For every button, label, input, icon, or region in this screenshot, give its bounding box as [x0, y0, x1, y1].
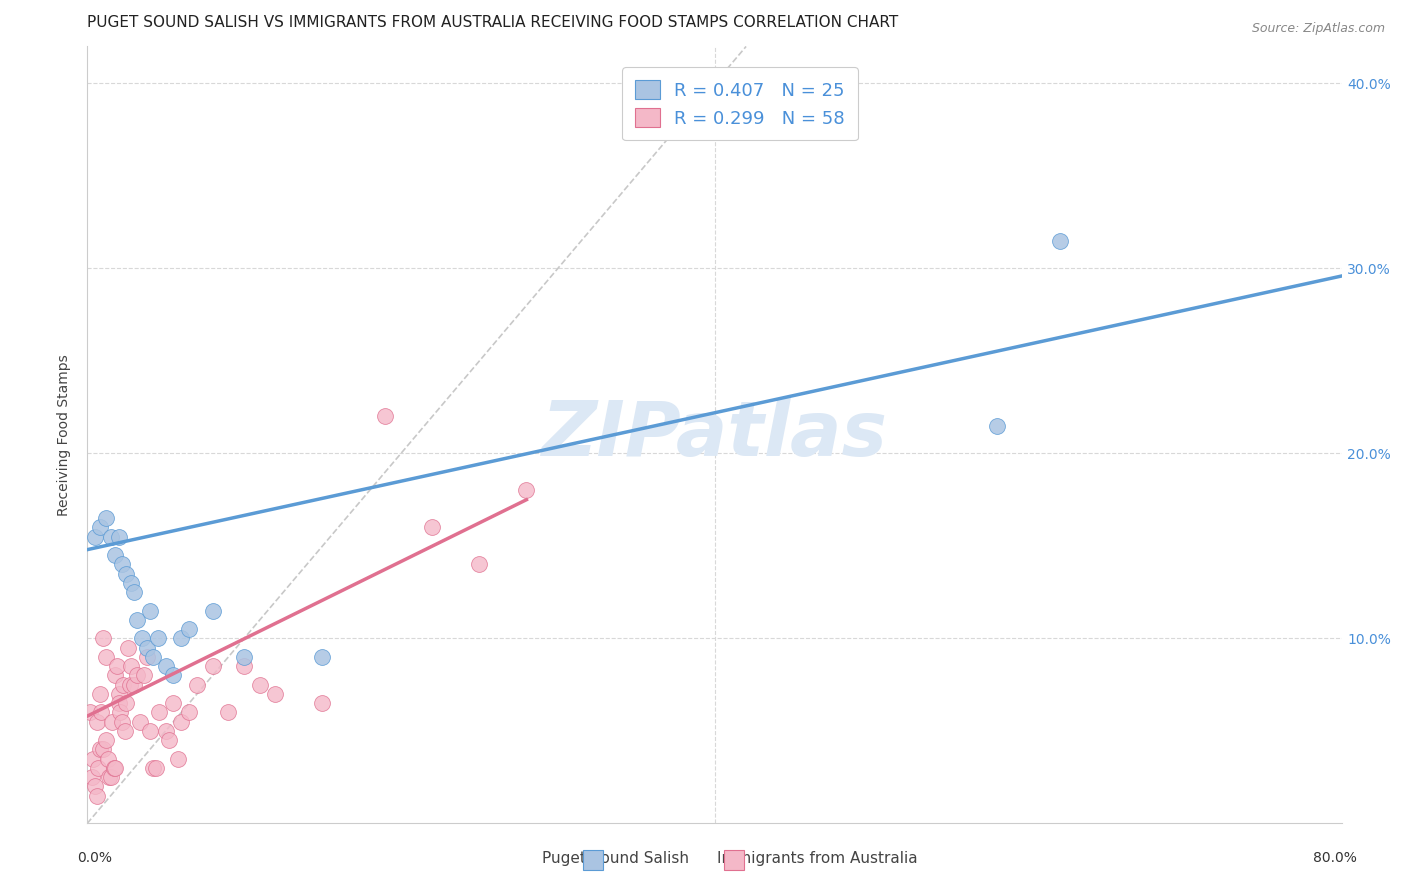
Point [104, 548, 127, 562]
Point [311, 696, 333, 710]
Text: Source: ZipAtlas.com: Source: ZipAtlas.com [1251, 22, 1385, 36]
Point [127, 613, 149, 627]
Point [108, 706, 131, 720]
Point [233, 650, 256, 665]
Point [142, 650, 165, 665]
Point [986, 418, 1008, 433]
Point [233, 659, 256, 673]
Point [118, 678, 141, 692]
Point [79, 706, 101, 720]
Point [127, 668, 149, 682]
Point [82, 752, 104, 766]
Point [148, 706, 170, 720]
Point [179, 622, 201, 636]
Legend: R = 0.407   N = 25, R = 0.299   N = 58: R = 0.407 N = 25, R = 0.299 N = 58 [621, 67, 858, 140]
Point [107, 530, 129, 544]
Point [120, 576, 142, 591]
Point [89, 742, 111, 756]
Point [1049, 234, 1071, 248]
Point [129, 714, 152, 729]
Point [146, 632, 169, 646]
Point [90, 706, 112, 720]
Point [84, 780, 107, 794]
Point [122, 678, 145, 692]
Point [170, 714, 193, 729]
Point [170, 632, 193, 646]
Point [162, 696, 184, 710]
Point [96, 752, 118, 766]
Point [186, 678, 208, 692]
Text: ZIPatlas: ZIPatlas [541, 398, 887, 472]
Point [135, 650, 157, 665]
Point [374, 409, 396, 424]
Point [155, 659, 177, 673]
Point [86, 714, 108, 729]
Point [420, 520, 443, 534]
Point [167, 752, 190, 766]
Point [201, 604, 224, 618]
Point [80, 770, 103, 784]
Point [103, 761, 125, 775]
Point [264, 687, 287, 701]
Point [84, 530, 107, 544]
Point [100, 770, 122, 784]
Point [145, 761, 167, 775]
Point [217, 706, 239, 720]
Y-axis label: Receiving Food Stamps: Receiving Food Stamps [58, 354, 72, 516]
Point [132, 668, 155, 682]
Point [515, 483, 537, 498]
Text: Immigrants from Australia: Immigrants from Australia [717, 851, 918, 865]
Point [86, 789, 108, 803]
Point [89, 687, 111, 701]
Point [139, 604, 162, 618]
Point [111, 558, 134, 572]
Point [107, 687, 129, 701]
Point [94, 650, 117, 665]
Point [107, 696, 129, 710]
Text: Puget Sound Salish: Puget Sound Salish [541, 851, 689, 865]
Point [114, 723, 136, 738]
Text: 0.0%: 0.0% [77, 851, 112, 865]
Point [131, 632, 153, 646]
Point [100, 530, 122, 544]
Point [157, 733, 180, 747]
Point [122, 585, 145, 599]
Point [105, 659, 128, 673]
Point [468, 558, 491, 572]
Point [101, 714, 124, 729]
Text: PUGET SOUND SALISH VS IMMIGRANTS FROM AUSTRALIA RECEIVING FOOD STAMPS CORRELATIO: PUGET SOUND SALISH VS IMMIGRANTS FROM AU… [87, 15, 898, 30]
Point [249, 678, 271, 692]
Point [91, 742, 114, 756]
Point [112, 678, 135, 692]
Point [115, 696, 138, 710]
Point [201, 659, 224, 673]
Point [135, 640, 157, 655]
Point [311, 650, 333, 665]
Point [87, 761, 110, 775]
Point [115, 566, 138, 581]
Point [155, 723, 177, 738]
Point [162, 668, 184, 682]
Point [94, 733, 117, 747]
Point [91, 632, 114, 646]
Point [139, 723, 162, 738]
Point [111, 714, 134, 729]
Point [104, 761, 127, 775]
Point [104, 668, 127, 682]
Point [179, 706, 201, 720]
Point [89, 520, 111, 534]
Text: 80.0%: 80.0% [1313, 851, 1357, 865]
Point [98, 770, 121, 784]
Point [142, 761, 165, 775]
Point [117, 640, 139, 655]
Point [120, 659, 142, 673]
Point [94, 511, 117, 525]
